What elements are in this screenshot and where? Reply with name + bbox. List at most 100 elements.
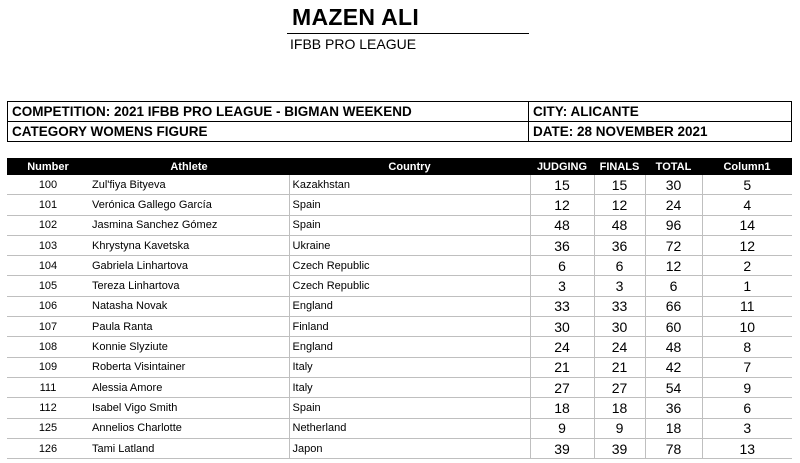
cell-rank: 14	[702, 215, 792, 236]
cell-finals: 48	[594, 215, 646, 236]
cell-total: 96	[645, 215, 703, 236]
cell-finals: 39	[594, 438, 646, 460]
cell-rank: 1	[702, 275, 792, 297]
cell-judging: 48	[530, 215, 595, 236]
cell-country: Spain	[289, 194, 531, 216]
cell-total: 78	[645, 438, 703, 460]
cell-number: 111	[7, 377, 89, 399]
cell-finals: 18	[594, 397, 646, 419]
cell-finals: 30	[594, 316, 646, 338]
cell-judging: 39	[530, 438, 595, 460]
header-country: Country	[289, 158, 530, 175]
cell-rank: 8	[702, 336, 792, 358]
cell-total: 54	[645, 377, 703, 399]
cell-number: 105	[7, 275, 89, 297]
header-total: TOTAL	[645, 158, 702, 175]
cell-athlete: Zul'fiya Bityeva	[89, 175, 290, 196]
table-row: 109 Roberta Visintainer Italy 21 21 42 7	[7, 357, 792, 378]
cell-rank: 9	[702, 377, 792, 399]
cell-finals: 36	[594, 235, 646, 257]
table-row: 125 Annelios Charlotte Netherland 9 9 18 3	[7, 418, 792, 439]
cell-judging: 27	[530, 377, 595, 399]
table-row: 101 Verónica Gallego García Spain 12 12 24 4	[7, 194, 792, 216]
info-row-competition: COMPETITION: 2021 IFBB PRO LEAGUE - BIGM…	[7, 101, 792, 122]
cell-total: 42	[645, 357, 703, 378]
table-row: 106 Natasha Novak England 33 33 66 11	[7, 296, 792, 318]
header-finals: FINALS	[594, 158, 645, 175]
cell-rank: 4	[702, 194, 792, 216]
cell-country: Spain	[289, 397, 531, 419]
cell-country: England	[289, 336, 531, 358]
results-header-row: Number Athlete Country JUDGING FINALS TO…	[7, 158, 792, 175]
cell-judging: 33	[530, 296, 595, 318]
city-label: CITY: ALICANTE	[528, 101, 792, 122]
cell-judging: 15	[530, 175, 595, 196]
cell-number: 125	[7, 418, 89, 439]
cell-total: 48	[645, 336, 703, 358]
table-row: 105 Tereza Linhartova Czech Republic 3 3 6 1	[7, 275, 792, 297]
cell-rank: 13	[702, 438, 792, 460]
cell-athlete: Paula Ranta	[89, 316, 290, 338]
cell-rank: 2	[702, 255, 792, 277]
table-row: 112 Isabel Vigo Smith Spain 18 18 36 6	[7, 397, 792, 419]
cell-finals: 15	[594, 175, 646, 196]
cell-country: Italy	[289, 357, 531, 378]
cell-athlete: Roberta Visintainer	[89, 357, 290, 378]
cell-judging: 36	[530, 235, 595, 257]
cell-judging: 21	[530, 357, 595, 378]
cell-judging: 18	[530, 397, 595, 419]
cell-country: England	[289, 296, 531, 318]
header-athlete: Athlete	[89, 158, 289, 175]
cell-finals: 6	[594, 255, 646, 277]
cell-number: 107	[7, 316, 89, 338]
cell-rank: 10	[702, 316, 792, 338]
table-row: 126 Tami Latland Japon 39 39 78 13	[7, 438, 792, 460]
cell-rank: 3	[702, 418, 792, 439]
cell-country: Italy	[289, 377, 531, 399]
header-number: Number	[7, 158, 89, 175]
cell-judging: 24	[530, 336, 595, 358]
cell-country: Ukraine	[289, 235, 531, 257]
table-row: 108 Konnie Slyziute England 24 24 48 8	[7, 336, 792, 358]
cell-rank: 7	[702, 357, 792, 378]
cell-athlete: Konnie Slyziute	[89, 336, 290, 358]
table-row: 107 Paula Ranta Finland 30 30 60 10	[7, 316, 792, 338]
table-row: 111 Alessia Amore Italy 27 27 54 9	[7, 377, 792, 399]
cell-total: 24	[645, 194, 703, 216]
cell-finals: 12	[594, 194, 646, 216]
cell-athlete: Verónica Gallego García	[89, 194, 290, 216]
date-label: DATE: 28 NOVEMBER 2021	[528, 121, 792, 142]
category-label: CATEGORY WOMENS FIGURE	[7, 121, 529, 142]
cell-finals: 33	[594, 296, 646, 318]
cell-number: 103	[7, 235, 89, 257]
cell-athlete: Tami Latland	[89, 438, 290, 460]
cell-athlete: Gabriela Linhartova	[89, 255, 290, 277]
cell-athlete: Annelios Charlotte	[89, 418, 290, 439]
cell-total: 18	[645, 418, 703, 439]
cell-rank: 12	[702, 235, 792, 257]
cell-number: 104	[7, 255, 89, 277]
cell-number: 112	[7, 397, 89, 419]
cell-total: 12	[645, 255, 703, 277]
cell-athlete: Tereza Linhartova	[89, 275, 290, 297]
competition-info-table: COMPETITION: 2021 IFBB PRO LEAGUE - BIGM…	[7, 101, 792, 142]
cell-judging: 3	[530, 275, 595, 297]
cell-country: Spain	[289, 215, 531, 236]
cell-judging: 6	[530, 255, 595, 277]
table-row: 102 Jasmina Sanchez Gómez Spain 48 48 96 14	[7, 215, 792, 236]
judge-name: MAZEN ALI	[292, 4, 420, 30]
cell-finals: 21	[594, 357, 646, 378]
cell-finals: 24	[594, 336, 646, 358]
competition-label: COMPETITION: 2021 IFBB PRO LEAGUE - BIGM…	[7, 101, 529, 122]
cell-number: 106	[7, 296, 89, 318]
cell-finals: 9	[594, 418, 646, 439]
cell-athlete: Isabel Vigo Smith	[89, 397, 290, 419]
cell-rank: 5	[702, 175, 792, 196]
judge-underline	[287, 33, 529, 34]
cell-athlete: Alessia Amore	[89, 377, 290, 399]
info-row-category: CATEGORY WOMENS FIGURE DATE: 28 NOVEMBER…	[7, 121, 792, 142]
results-body: 100 Zul'fiya Bityeva Kazakhstan 15 15 30 5 101 V…	[7, 175, 792, 460]
table-row: 104 Gabriela Linhartova Czech Republic 6 6 12…	[7, 255, 792, 277]
cell-finals: 27	[594, 377, 646, 399]
cell-number: 126	[7, 438, 89, 460]
